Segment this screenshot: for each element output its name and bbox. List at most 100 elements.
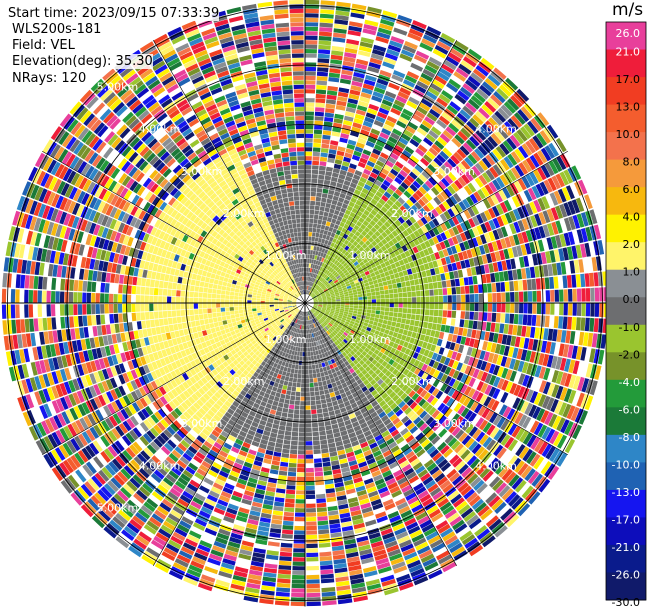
velocity-gate (500, 214, 509, 226)
velocity-gate (309, 378, 314, 383)
velocity-gate (312, 288, 316, 293)
velocity-gate (541, 196, 550, 209)
velocity-gate (379, 252, 386, 258)
velocity-gate (581, 303, 586, 317)
velocity-gate (287, 367, 292, 373)
velocity-gate (467, 207, 476, 217)
velocity-gate (472, 226, 480, 237)
velocity-gate (404, 146, 415, 155)
velocity-gate (458, 63, 472, 75)
velocity-gate (328, 72, 340, 78)
velocity-gate (414, 164, 424, 174)
velocity-gate (316, 493, 326, 499)
velocity-gate (424, 240, 431, 248)
velocity-gate (559, 289, 564, 302)
velocity-gate (535, 278, 541, 290)
velocity-gate (439, 133, 451, 144)
velocity-gate (287, 381, 293, 387)
velocity-gate (399, 53, 413, 62)
velocity-gate (317, 417, 324, 423)
velocity-gate (320, 293, 325, 296)
velocity-gate (441, 317, 447, 325)
velocity-gate (417, 258, 424, 266)
velocity-gate (295, 391, 301, 397)
velocity-gate (474, 303, 479, 312)
velocity-gate (318, 529, 330, 535)
velocity-gate (500, 124, 512, 137)
velocity-gate (322, 243, 327, 249)
velocity-gate (419, 250, 426, 258)
velocity-gate (284, 502, 295, 508)
velocity-gate (376, 299, 381, 303)
velocity-gate (472, 320, 478, 330)
velocity-gate (314, 116, 324, 121)
velocity-gate (305, 467, 314, 473)
velocity-gate (367, 108, 378, 116)
velocity-gate (289, 372, 294, 378)
velocity-gate (349, 300, 354, 303)
velocity-gate (308, 236, 312, 241)
velocity-gate (431, 275, 437, 283)
velocity-gate (453, 270, 459, 279)
velocity-gate (346, 102, 357, 109)
velocity-gate (344, 298, 350, 301)
velocity-gate (307, 285, 309, 290)
velocity-gate (520, 126, 532, 140)
velocity-gate (314, 241, 318, 247)
velocity-gate (353, 291, 358, 296)
velocity-gate (566, 275, 572, 288)
velocity-gate (305, 258, 308, 263)
velocity-gate (344, 280, 350, 285)
velocity-gate (448, 228, 456, 237)
velocity-gate (492, 217, 501, 229)
velocity-gate (501, 292, 506, 302)
velocity-gate (324, 269, 329, 274)
velocity-gate (407, 32, 422, 42)
velocity-gate (390, 326, 396, 332)
velocity-gate (313, 382, 319, 387)
velocity-gate (278, 470, 288, 476)
velocity-gate (416, 106, 428, 116)
velocity-gate (426, 112, 438, 122)
velocity-gate (305, 214, 310, 219)
velocity-gate (447, 158, 457, 168)
velocity-gate (305, 17, 319, 23)
velocity-gate (316, 265, 320, 270)
velocity-gate (397, 197, 406, 205)
velocity-gate (412, 213, 420, 222)
velocity-gate (306, 494, 316, 499)
velocity-gate (457, 130, 468, 142)
velocity-gate (531, 278, 537, 290)
velocity-gate (349, 16, 364, 24)
velocity-gate (315, 485, 325, 490)
velocity-gate (472, 275, 478, 285)
velocity-gate (412, 192, 421, 201)
velocity-gate (434, 44, 449, 55)
velocity-gate (375, 115, 386, 124)
velocity-gate (358, 217, 365, 224)
velocity-gate (355, 263, 361, 269)
velocity-gate (309, 374, 313, 379)
velocity-gate (378, 107, 390, 115)
velocity-gate (536, 132, 548, 147)
velocity-gate (315, 279, 319, 284)
velocity-gate (364, 261, 371, 267)
velocity-gate (425, 329, 432, 336)
velocity-gate (323, 416, 330, 422)
velocity-gate (525, 203, 534, 216)
velocity-gate (559, 171, 569, 186)
velocity-gate (305, 369, 309, 374)
velocity-gate (448, 78, 461, 90)
velocity-gate (523, 303, 528, 314)
velocity-gate (295, 360, 299, 365)
velocity-gate (412, 303, 417, 309)
velocity-gate (377, 322, 383, 328)
velocity-gate (421, 195, 429, 205)
velocity-gate (447, 185, 456, 195)
velocity-gate (409, 216, 417, 224)
velocity-gate (310, 391, 315, 397)
velocity-gate (466, 120, 478, 132)
velocity-gate (332, 168, 340, 174)
velocity-gate (384, 294, 390, 299)
